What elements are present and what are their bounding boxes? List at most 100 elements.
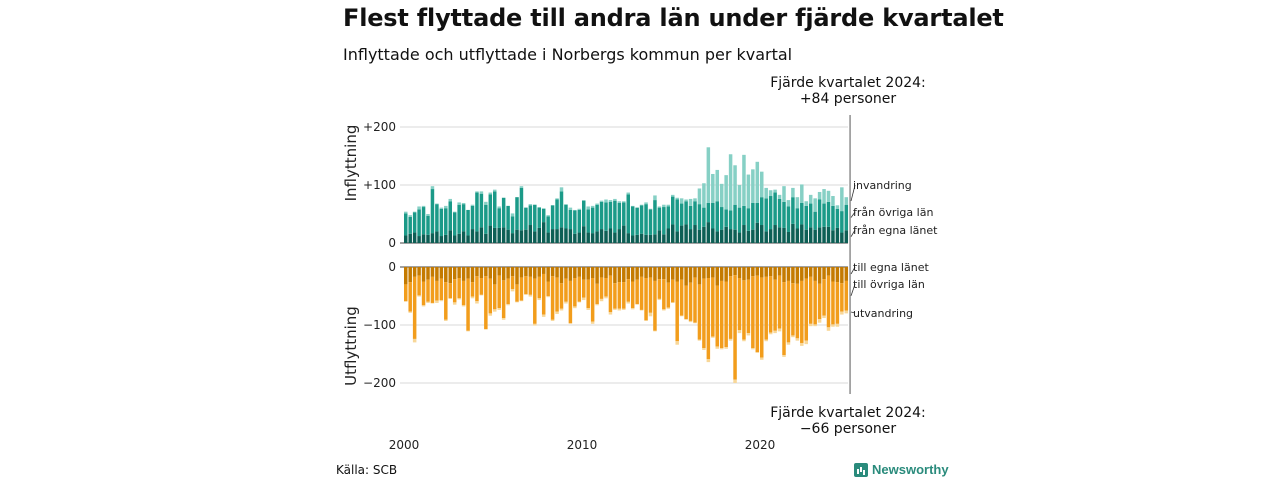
bar-in-0 bbox=[746, 230, 751, 243]
bar-in-2 bbox=[426, 214, 430, 216]
bar-out-2 bbox=[786, 342, 791, 345]
brand-logo: Newsworthy bbox=[854, 462, 949, 477]
bar-in-1 bbox=[684, 201, 688, 225]
bar-in-1 bbox=[448, 201, 452, 231]
bar-in-0 bbox=[835, 227, 840, 243]
bar-in-1 bbox=[737, 207, 742, 233]
bar-out-0 bbox=[604, 267, 608, 279]
bar-in-1 bbox=[831, 205, 835, 231]
bar-in-0 bbox=[564, 228, 568, 243]
bar-in-2 bbox=[559, 187, 564, 192]
bar-in-2 bbox=[497, 206, 501, 209]
bar-in-2 bbox=[461, 202, 466, 205]
bar-in-0 bbox=[817, 227, 822, 243]
bar-out-1 bbox=[408, 282, 412, 312]
bar-in-1 bbox=[813, 211, 817, 230]
bar-out-0 bbox=[590, 267, 595, 279]
bar-out-2 bbox=[711, 336, 715, 338]
bar-out-0 bbox=[835, 267, 840, 283]
bar-in-1 bbox=[412, 212, 417, 233]
bar-in-2 bbox=[791, 187, 795, 198]
bar-in-1 bbox=[501, 197, 506, 228]
bar-in-1 bbox=[835, 208, 840, 228]
bar-in-2 bbox=[408, 215, 412, 217]
bar-out-2 bbox=[546, 296, 550, 298]
bar-out-0 bbox=[760, 267, 764, 278]
bar-out-2 bbox=[791, 335, 795, 338]
bar-out-1 bbox=[497, 275, 501, 309]
bar-in-2 bbox=[679, 198, 684, 204]
bar-in-2 bbox=[719, 183, 724, 208]
bar-out-2 bbox=[626, 301, 630, 304]
bar-out-2 bbox=[662, 309, 666, 311]
bar-out-1 bbox=[751, 276, 755, 349]
bar-out-1 bbox=[501, 280, 506, 319]
bar-in-0 bbox=[604, 230, 608, 243]
bar-out-1 bbox=[484, 276, 488, 330]
bar-in-2 bbox=[724, 175, 728, 210]
bar-in-1 bbox=[666, 206, 671, 229]
bar-in-2 bbox=[773, 189, 777, 193]
bar-out-1 bbox=[573, 278, 577, 307]
bar-in-0 bbox=[733, 229, 737, 243]
bar-out-2 bbox=[795, 338, 800, 341]
bar-in-2 bbox=[412, 211, 417, 213]
bar-out-1 bbox=[630, 281, 635, 309]
bar-out-1 bbox=[697, 284, 702, 340]
bar-out-1 bbox=[782, 282, 786, 356]
bar-in-1 bbox=[550, 205, 555, 230]
bar-in-0 bbox=[537, 227, 541, 243]
bar-out-1 bbox=[808, 276, 813, 324]
bar-in-2 bbox=[826, 190, 831, 202]
bar-out-1 bbox=[417, 275, 421, 296]
bar-out-0 bbox=[746, 267, 751, 280]
bar-out-0 bbox=[644, 267, 648, 279]
bar-out-2 bbox=[568, 323, 573, 324]
bar-in-1 bbox=[515, 197, 519, 230]
bar-out-1 bbox=[719, 280, 724, 349]
bar-in-1 bbox=[488, 194, 493, 226]
bar-in-0 bbox=[461, 231, 466, 243]
bar-in-1 bbox=[653, 200, 657, 235]
bar-in-0 bbox=[479, 227, 484, 243]
bar-out-1 bbox=[733, 275, 737, 380]
bar-out-0 bbox=[470, 267, 475, 283]
bar-out-1 bbox=[528, 276, 533, 295]
y-tick-label-in: +100 bbox=[363, 178, 396, 192]
bar-in-2 bbox=[510, 213, 515, 217]
bar-in-0 bbox=[697, 229, 702, 243]
bar-out-2 bbox=[501, 318, 506, 320]
legend-label-in: från övriga län bbox=[853, 206, 933, 219]
bar-in-0 bbox=[412, 232, 417, 243]
bar-out-2 bbox=[435, 300, 439, 303]
bar-out-0 bbox=[786, 267, 791, 281]
bar-in-1 bbox=[639, 205, 644, 234]
bar-out-1 bbox=[524, 276, 528, 295]
bar-in-1 bbox=[755, 202, 760, 223]
bar-in-1 bbox=[559, 191, 564, 228]
bar-in-2 bbox=[684, 199, 688, 202]
bar-out-1 bbox=[510, 276, 515, 290]
bar-in-2 bbox=[568, 207, 573, 210]
bar-in-1 bbox=[746, 208, 751, 231]
bar-out-2 bbox=[777, 328, 782, 332]
bar-in-0 bbox=[719, 229, 724, 243]
bar-out-0 bbox=[412, 267, 417, 277]
bar-in-0 bbox=[430, 233, 435, 243]
bar-out-1 bbox=[755, 275, 760, 353]
bar-in-0 bbox=[813, 229, 817, 243]
bar-out-2 bbox=[800, 342, 804, 346]
annotation-bottom-line2: −66 personer bbox=[799, 421, 897, 437]
legend-leader-in bbox=[850, 211, 856, 218]
bar-out-2 bbox=[742, 339, 746, 342]
bar-out-1 bbox=[568, 280, 573, 324]
bar-out-2 bbox=[675, 341, 679, 345]
bar-out-1 bbox=[613, 283, 617, 309]
bar-out-2 bbox=[808, 323, 813, 327]
y-axis-title-in: Inflyttning bbox=[342, 125, 360, 202]
bar-in-2 bbox=[626, 192, 630, 195]
bar-in-1 bbox=[688, 205, 693, 230]
bar-in-0 bbox=[777, 227, 782, 243]
bar-out-0 bbox=[497, 267, 501, 276]
bar-in-0 bbox=[590, 233, 595, 243]
